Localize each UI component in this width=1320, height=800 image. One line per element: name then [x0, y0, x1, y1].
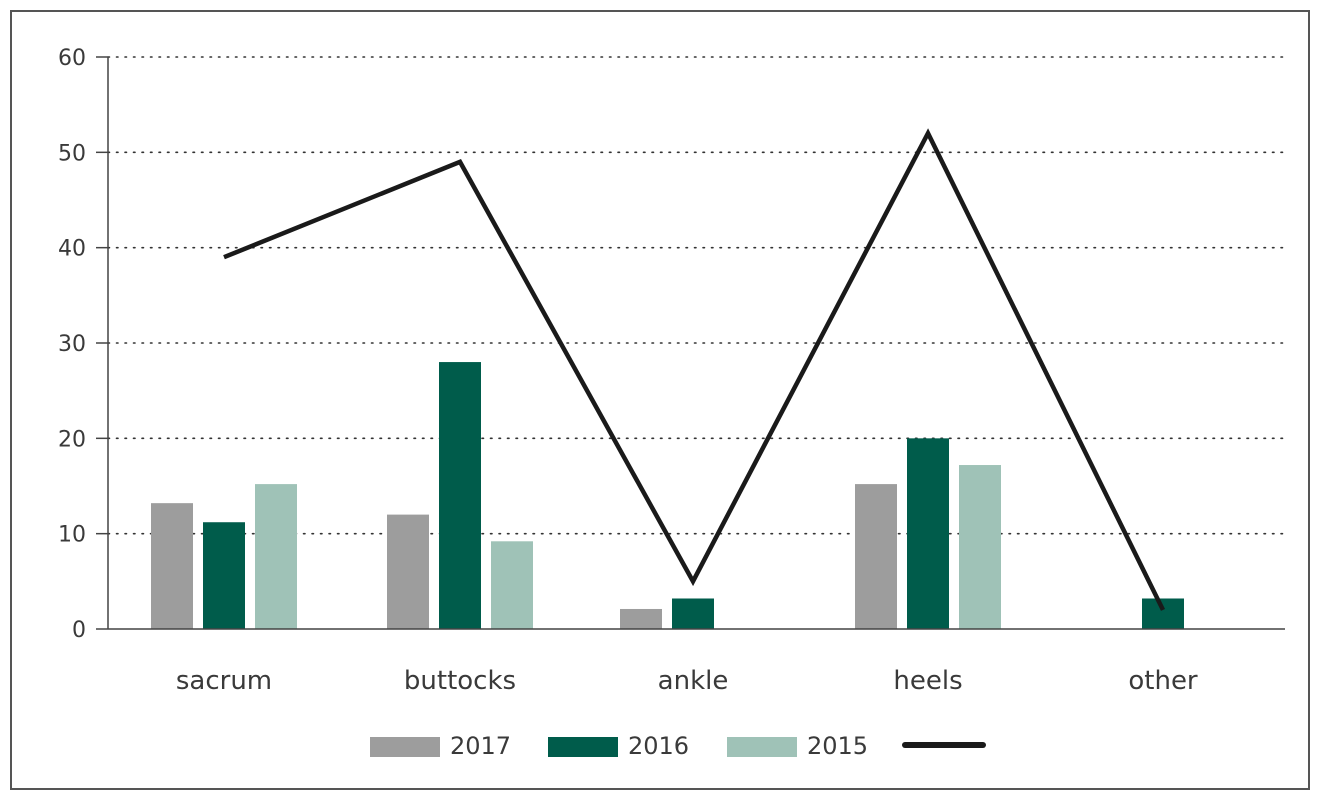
- y-tick-label: 0: [72, 618, 86, 643]
- legend-label-2015: 2015: [807, 732, 868, 760]
- legend-label-2017: 2017: [450, 732, 511, 760]
- category-label-heels: heels: [893, 666, 962, 696]
- line-series: [223, 128, 1166, 611]
- legend-swatch-2016: [548, 737, 618, 757]
- y-tick-label: 30: [58, 332, 86, 357]
- legend: 2017 2016 2015: [370, 732, 986, 760]
- gridlines: [107, 56, 1286, 535]
- bar-2016-other: [1142, 598, 1184, 629]
- bar-2015-heels: [959, 465, 1001, 629]
- bar-2015-buttocks: [491, 541, 533, 629]
- y-tick-label: 20: [58, 427, 86, 452]
- category-label-sacrum: sacrum: [176, 666, 272, 696]
- bar-2017-heels: [855, 484, 897, 629]
- bar-2017-buttocks: [387, 514, 429, 629]
- bar-2017-sacrum: [151, 503, 193, 629]
- category-label-ankle: ankle: [658, 666, 729, 696]
- y-tick-label: 40: [58, 237, 86, 262]
- category-label-other: other: [1128, 666, 1198, 696]
- bar-2016-sacrum: [203, 522, 245, 629]
- legend-swatch-2015: [727, 737, 797, 757]
- bar-2016-buttocks: [439, 362, 481, 629]
- y-tick-label: 50: [58, 141, 86, 166]
- chart-frame: [10, 10, 1310, 790]
- bar-2016-ankle: [672, 598, 714, 629]
- category-label-buttocks: buttocks: [404, 666, 516, 696]
- bar-2015-sacrum: [255, 484, 297, 629]
- y-tick-label: 10: [58, 523, 86, 548]
- bar-2016-heels: [907, 438, 949, 629]
- bar-2017-ankle: [620, 608, 662, 629]
- bars: [151, 362, 1184, 629]
- legend-label-2016: 2016: [628, 732, 689, 760]
- axes: 0 10 20 30 40 50 60 sacrum buttocks ankle heels oth…: [58, 46, 1285, 696]
- legend-swatch-2017: [370, 737, 440, 757]
- y-tick-label: 60: [58, 46, 86, 71]
